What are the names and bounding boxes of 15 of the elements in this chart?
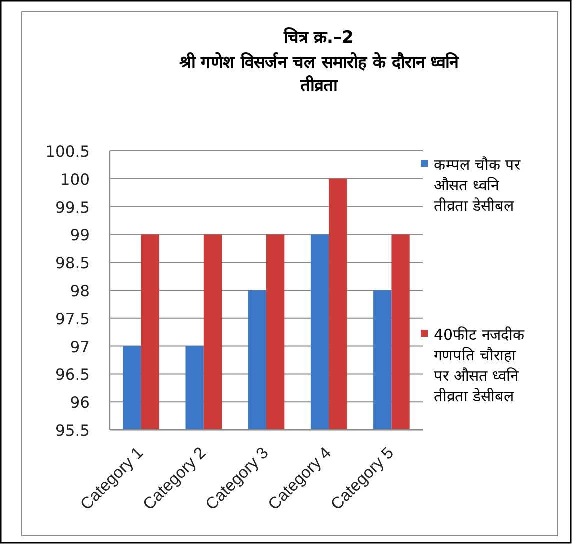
- y-tick-label: 97.5: [55, 310, 90, 328]
- y-tick-label: 99: [70, 226, 90, 245]
- y-tick-label: 98: [70, 282, 90, 300]
- title: चित्र क्र.–2: [284, 28, 354, 48]
- y-tick-label: 100.5: [46, 143, 90, 161]
- y-tick-label: 95.5: [55, 422, 90, 440]
- y-tick-label: 96.5: [55, 366, 90, 384]
- legend-text: 40फीट नजदीक गणपति चौराहा पर औसत ध्वनि तीव्रता डेसीबल: [434, 326, 525, 406]
- y-tick-label: 96: [70, 394, 90, 412]
- y-tick-label: 99.5: [55, 198, 90, 217]
- y-tick-label: 98.5: [55, 254, 90, 273]
- y-tick-label: 97: [70, 338, 90, 356]
- y-tick-label: 100: [60, 170, 90, 189]
- legend-text: कम्पल चौक पर औसत ध्वनि तीव्रता डेसीबल: [434, 156, 521, 215]
- subtitle: श्री गणेश विसर्जन चल समारोह के दौरान ध्वनि तीव्रता: [179, 53, 459, 96]
